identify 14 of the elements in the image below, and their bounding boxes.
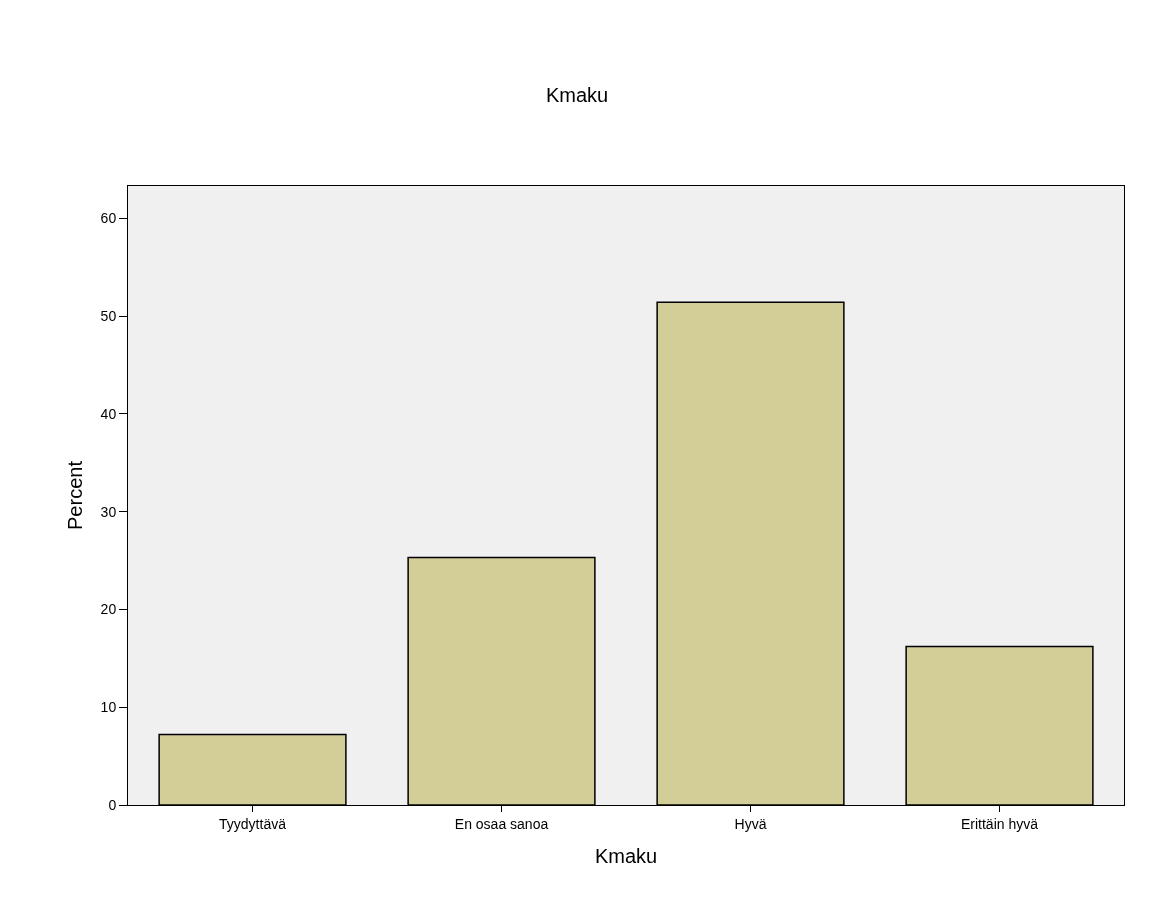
chart-title: Kmaku — [545, 84, 609, 106]
x-tick-label: En osaa sanoa — [454, 815, 549, 832]
y-tick-label: 40 — [100, 405, 117, 422]
y-tick-label: 0 — [108, 796, 117, 813]
y-tick-label: 50 — [100, 307, 117, 324]
y-axis-title: Percent — [64, 460, 87, 530]
x-tick-label: Tyydyttävä — [219, 815, 287, 832]
y-tick-label: 10 — [100, 699, 117, 716]
x-tick-label: Erittäin hyvä — [960, 815, 1039, 832]
x-axis-title: Kmaku — [594, 845, 658, 868]
x-tick-label: Hyvä — [734, 815, 767, 832]
y-tick-label: 30 — [100, 503, 117, 520]
y-tick-label: 60 — [100, 210, 117, 227]
y-tick-label: 20 — [100, 601, 117, 618]
